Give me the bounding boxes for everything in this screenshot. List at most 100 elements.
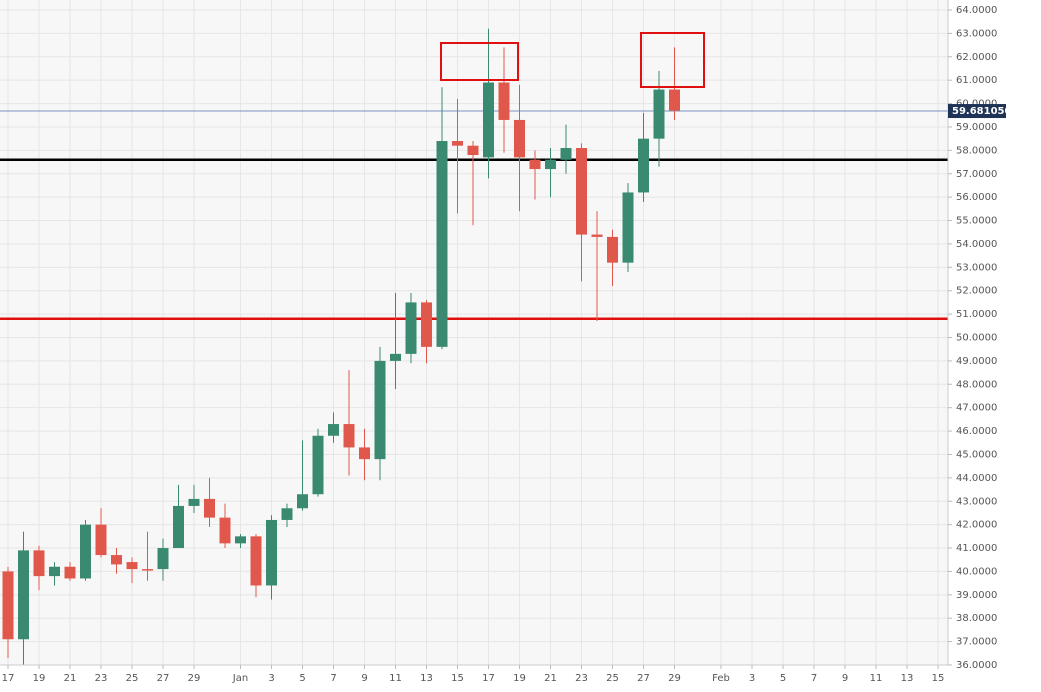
x-tick-label: 23 [95,673,108,684]
candle-body [49,566,60,577]
candle-body [219,517,231,544]
x-tick-label: 25 [126,673,139,684]
candle-body [390,353,401,361]
candle-body [235,536,246,544]
candle-body [18,550,29,640]
y-tick-label: 51.0000 [956,309,997,320]
y-tick-label: 46.0000 [956,426,997,437]
x-tick-label: 9 [361,673,367,684]
price-label: 59.681050 [952,106,1012,117]
y-tick-label: 40.0000 [956,566,997,577]
highlight-box [440,42,519,81]
y-tick-label: 63.0000 [956,28,997,39]
x-tick-label: 13 [420,673,433,684]
x-tick-label: 25 [606,673,619,684]
candle-body [405,302,417,354]
y-tick-label: 45.0000 [956,449,997,460]
candle-body [343,424,355,448]
y-tick-label: 52.0000 [956,286,997,297]
candle-body [33,550,45,577]
candle-body [591,234,603,237]
plot-background [0,0,948,665]
y-tick-label: 64.0000 [956,5,997,16]
candle-body [421,302,432,347]
candle-body [266,519,277,586]
y-tick-label: 49.0000 [956,356,997,367]
y-tick-label: 53.0000 [956,262,997,273]
candle-body [312,435,324,495]
x-tick-label: 3 [749,673,755,684]
candle-body [467,145,479,156]
y-tick-label: 41.0000 [956,543,997,554]
y-tick-label: 38.0000 [956,613,997,624]
candle-body [80,524,91,579]
candle-body [281,508,293,520]
candle-body [653,89,665,139]
candle-body [359,447,370,460]
candle-body [374,360,386,460]
candle-body [560,148,572,160]
y-tick-label: 47.0000 [956,403,997,414]
candle-body [622,192,634,263]
candle-body [2,571,14,640]
candle-body [64,566,76,579]
candle-body [452,141,463,146]
candle-body [126,562,138,570]
y-tick-label: 48.0000 [956,379,997,390]
y-tick-label: 42.0000 [956,520,997,531]
y-tick-label: 57.0000 [956,169,997,180]
candle-body [173,505,184,549]
y-tick-label: 37.0000 [956,637,997,648]
candle-body [188,498,200,506]
y-tick-label: 61.0000 [956,75,997,86]
x-tick-label: 3 [268,673,274,684]
candle-body [157,548,169,570]
y-tick-label: 62.0000 [956,52,997,63]
x-tick-label: Feb [712,673,730,684]
y-tick-label: 43.0000 [956,496,997,507]
candle-body [436,141,448,347]
x-tick-label: 19 [513,673,526,684]
x-tick-label: Jan [232,673,248,684]
x-tick-label: 15 [932,673,945,684]
x-tick-label: 19 [33,673,46,684]
x-tick-label: 23 [575,673,588,684]
y-tick-label: 50.0000 [956,333,997,344]
y-tick-label: 56.0000 [956,192,997,203]
levels [0,110,948,321]
x-tick-label: 21 [544,673,557,684]
y-tick-label: 39.0000 [956,590,997,601]
y-tick-label: 59.0000 [956,122,997,133]
x-tick-label: 11 [870,673,883,684]
candle-body [669,89,680,111]
y-tick-label: 44.0000 [956,473,997,484]
candle-body [545,159,556,170]
candles [2,28,680,665]
candle-body [111,555,122,565]
candle-body [95,524,107,556]
candle-body [607,236,618,263]
x-tick-label: 9 [842,673,848,684]
x-tick-label: 11 [389,673,402,684]
candle-body [328,424,339,436]
x-tick-label: 7 [330,673,336,684]
x-tick-label: 7 [811,673,817,684]
price-tag [948,104,1006,119]
x-tick-label: 29 [188,673,201,684]
axes: 36.0000 37.0000 38.0000 39.0000 40.0000 41.00… [2,5,1012,684]
x-tick-label: 5 [299,673,305,684]
candle-body [638,138,649,193]
y-tick-label: 55.0000 [956,216,997,227]
y-tick-label: 54.0000 [956,239,997,250]
x-tick-label: 13 [901,673,914,684]
candle-body [514,119,525,158]
x-tick-label: 27 [157,673,170,684]
x-tick-label: 27 [637,673,650,684]
x-tick-label: 17 [482,673,495,684]
candle-body [498,82,510,120]
x-tick-label: 5 [780,673,786,684]
candle-body [483,82,494,158]
candle-body [250,536,262,586]
x-tick-label: 21 [64,673,77,684]
